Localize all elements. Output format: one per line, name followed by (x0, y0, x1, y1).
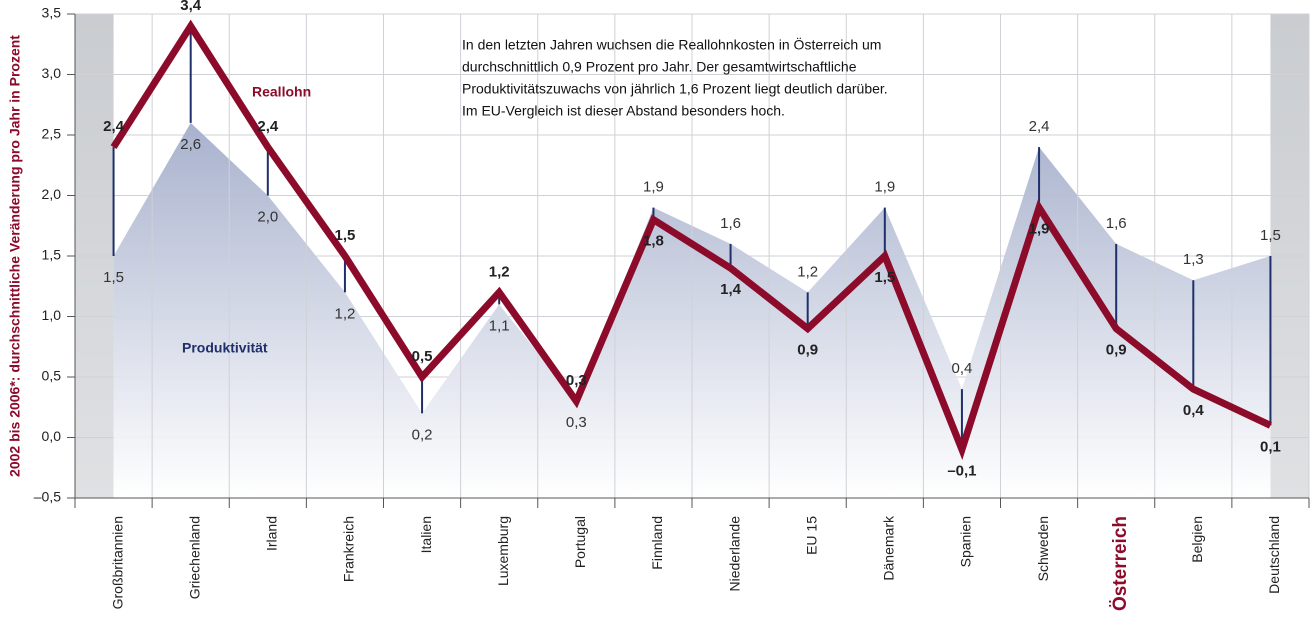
x-tick-label: Großbritannien (109, 516, 125, 609)
reallohn-value-label: 1,5 (874, 269, 895, 286)
productivity-value-label: 1,5 (103, 269, 124, 286)
x-tick-label: Spanien (958, 516, 974, 567)
series-label: Reallohn (252, 84, 311, 100)
reallohn-value-label: 1,5 (335, 227, 356, 244)
reallohn-line (110, 19, 1272, 460)
annotation-line: In den letzten Jahren wuchsen die Reallo… (462, 36, 881, 53)
reallohn-value-label: 0,1 (1260, 438, 1281, 455)
x-tick-label: Griechenland (186, 516, 202, 599)
reallohn-value-label: 0,4 (1183, 402, 1205, 419)
productivity-value-label: 2,4 (1029, 118, 1050, 135)
productivity-value-label: 1,6 (720, 215, 741, 232)
x-tick-label: Frankreich (341, 516, 357, 582)
reallohn-value-label: 2,4 (257, 118, 279, 135)
productivity-value-label: 0,4 (952, 360, 973, 377)
x-tick-label: Luxemburg (495, 516, 511, 586)
x-tick-label: Deutschland (1266, 516, 1282, 594)
productivity-value-label: 2,6 (180, 136, 201, 153)
y-axis-label: 2002 bis 2006*: durchschnittliche Veränd… (7, 35, 23, 477)
x-tick-label: Österreich (1110, 516, 1131, 611)
reallohn-value-label: 0,3 (566, 372, 587, 389)
x-tick-label: Finnland (649, 516, 665, 570)
reallohn-value-label: 1,4 (720, 281, 742, 298)
y-tick-label: 1,5 (42, 247, 62, 263)
reallohn-value-label: 2,4 (103, 118, 125, 135)
x-tick-label: Italien (418, 516, 434, 553)
reallohn-value-label: 1,2 (489, 263, 510, 280)
productivity-value-label: 1,9 (874, 179, 895, 196)
reallohn-value-label: –0,1 (947, 463, 976, 480)
y-tick-label: 2,5 (42, 126, 62, 142)
annotation-line: Im EU-Vergleich ist dieser Abstand beson… (462, 103, 785, 119)
y-tick-label: 0,0 (42, 428, 62, 444)
productivity-value-label: 1,9 (643, 179, 664, 196)
productivity-value-label: 2,0 (257, 208, 278, 225)
x-tick-label: EU 15 (803, 516, 819, 555)
productivity-value-label: 0,3 (566, 414, 587, 431)
productivity-value-label: 1,6 (1106, 215, 1127, 232)
y-tick-label: 2,0 (42, 186, 62, 202)
productivity-value-label: 1,3 (1183, 251, 1204, 268)
y-tick-label: 0,5 (42, 368, 62, 384)
x-tick-label: Schweden (1035, 516, 1051, 581)
productivity-value-label: 0,2 (412, 426, 433, 443)
annotation-line: durchschnittlich 0,9 Prozent pro Jahr. D… (462, 59, 857, 75)
x-tick-label: Belgien (1189, 516, 1205, 563)
productivity-value-label: 1,5 (1260, 227, 1281, 244)
productivity-value-label: 1,2 (335, 305, 356, 322)
reallohn-value-label: 0,9 (1106, 342, 1127, 359)
x-tick-label: Niederlande (726, 516, 742, 592)
y-tick-label: 1,0 (42, 307, 62, 323)
productivity-value-label: 1,1 (489, 317, 510, 334)
x-tick-label: Irland (264, 516, 280, 551)
reallohn-value-label: 3,4 (180, 0, 202, 14)
reallohn-value-label: 1,8 (643, 233, 664, 250)
y-tick-label: 3,5 (42, 5, 62, 21)
reallohn-value-label: 0,5 (412, 348, 433, 365)
y-tick-label: 3,0 (42, 65, 62, 81)
annotation-line: Produktivitätszuwachs von jährlich 1,6 P… (462, 81, 888, 97)
x-tick-label: Portugal (572, 516, 588, 568)
x-tick-label: Dänemark (881, 515, 897, 581)
reallohn-value-label: 0,9 (797, 342, 818, 359)
y-tick-label: –0,5 (34, 489, 61, 505)
series-label: Produktivität (182, 340, 268, 356)
reallohn-value-label: 1,9 (1029, 221, 1050, 238)
productivity-value-label: 1,2 (797, 263, 818, 280)
